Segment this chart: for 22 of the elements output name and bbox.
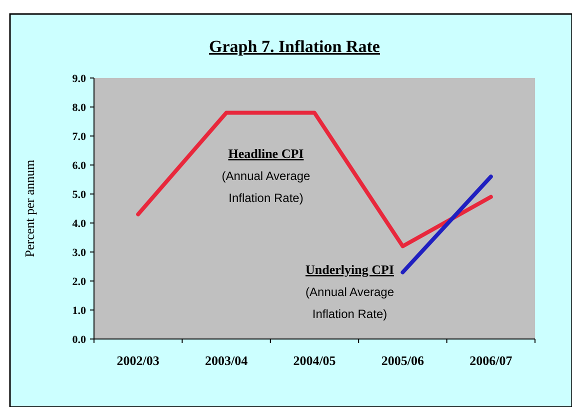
y-tick-label: 3.0 [72, 246, 86, 259]
y-tick-label: 8.0 [72, 102, 86, 114]
y-tick-label: 4.0 [72, 218, 86, 230]
x-tick-label: 2002/03 [116, 353, 160, 368]
y-tick-label: 5.0 [72, 188, 86, 201]
chart-title: Graph 7. Inflation Rate [209, 37, 380, 56]
y-tick-label: 2.0 [72, 276, 86, 288]
x-tick-label: 2005/06 [381, 353, 424, 368]
y-tick-label: 1.0 [72, 304, 86, 317]
y-tick-label: 0.0 [72, 334, 86, 346]
annotation: (Annual Average Inflation Rate) [306, 285, 394, 321]
line-series [136, 110, 493, 248]
y-tick-label: 9.0 [72, 72, 86, 85]
annotation: (Annual Average Inflation Rate) [222, 169, 311, 205]
y-tick-label: 6.0 [72, 160, 86, 172]
series-label: Headline CPI [228, 146, 304, 161]
y-tick-label: 7.0 [72, 130, 86, 143]
x-tick-label: 2004/05 [293, 353, 336, 368]
x-tick-label: 2003/04 [204, 353, 248, 368]
x-tick-label: 2006/07 [470, 353, 513, 368]
y-axis-title: Percent per annum [22, 160, 37, 258]
series-label: Underlying CPI [306, 262, 394, 277]
